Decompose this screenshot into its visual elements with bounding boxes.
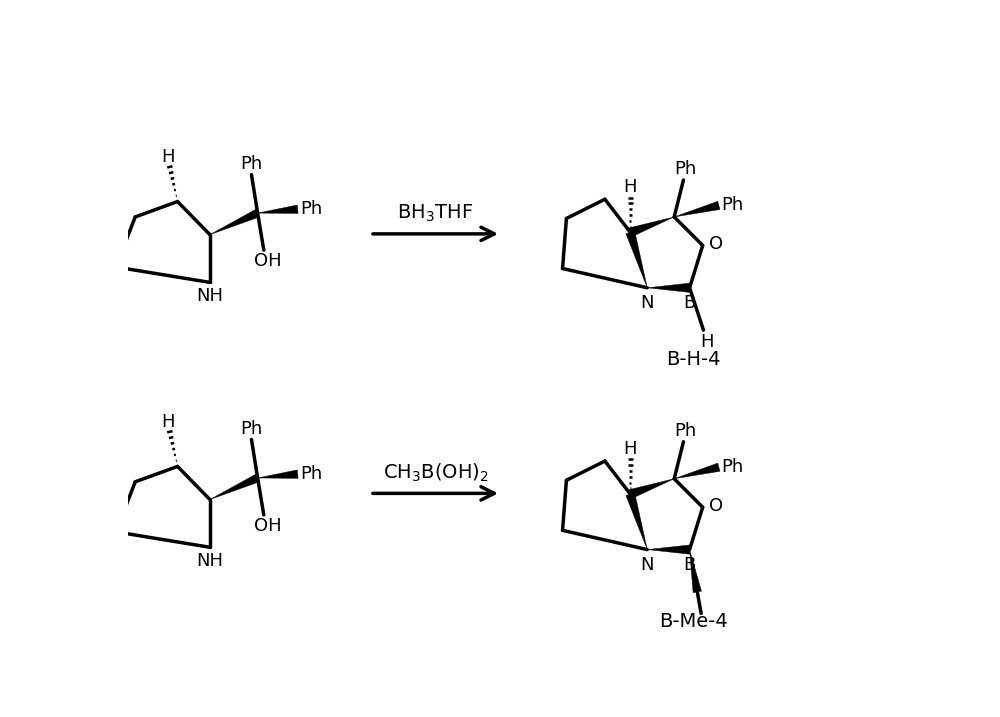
Text: O: O xyxy=(709,497,724,515)
Polygon shape xyxy=(674,201,720,217)
Text: H: H xyxy=(624,178,637,196)
Polygon shape xyxy=(690,549,701,593)
Polygon shape xyxy=(629,217,674,237)
Text: Ph: Ph xyxy=(300,465,323,483)
Text: NH: NH xyxy=(196,552,223,570)
Text: H: H xyxy=(624,440,637,457)
Text: Ph: Ph xyxy=(300,200,323,218)
Polygon shape xyxy=(647,283,690,293)
Polygon shape xyxy=(210,209,259,234)
Text: OH: OH xyxy=(254,517,281,535)
Text: NH: NH xyxy=(196,288,223,305)
Text: BH$_3$THF: BH$_3$THF xyxy=(397,202,474,224)
Text: OH: OH xyxy=(254,252,281,270)
Text: N: N xyxy=(640,556,654,574)
Text: B-H-4: B-H-4 xyxy=(666,350,721,369)
Text: H: H xyxy=(162,413,175,431)
Text: Ph: Ph xyxy=(722,196,744,214)
Text: Ph: Ph xyxy=(722,458,744,476)
Polygon shape xyxy=(210,474,259,500)
Polygon shape xyxy=(626,493,647,549)
Text: O: O xyxy=(709,235,724,253)
Text: B-Me-4: B-Me-4 xyxy=(659,612,728,631)
Text: Ph: Ph xyxy=(674,422,696,440)
Polygon shape xyxy=(626,231,647,288)
Text: Ph: Ph xyxy=(240,419,263,437)
Text: CH$_3$B(OH)$_2$: CH$_3$B(OH)$_2$ xyxy=(383,462,488,484)
Text: B: B xyxy=(683,556,696,574)
Polygon shape xyxy=(674,463,720,479)
Text: Ph: Ph xyxy=(674,160,696,179)
Polygon shape xyxy=(647,545,690,554)
Text: B: B xyxy=(683,294,696,312)
Text: Ph: Ph xyxy=(240,155,263,173)
Text: N: N xyxy=(640,294,654,312)
Polygon shape xyxy=(258,205,298,214)
Polygon shape xyxy=(629,479,674,498)
Text: H: H xyxy=(162,148,175,166)
Polygon shape xyxy=(258,470,298,478)
Text: H: H xyxy=(700,333,713,351)
